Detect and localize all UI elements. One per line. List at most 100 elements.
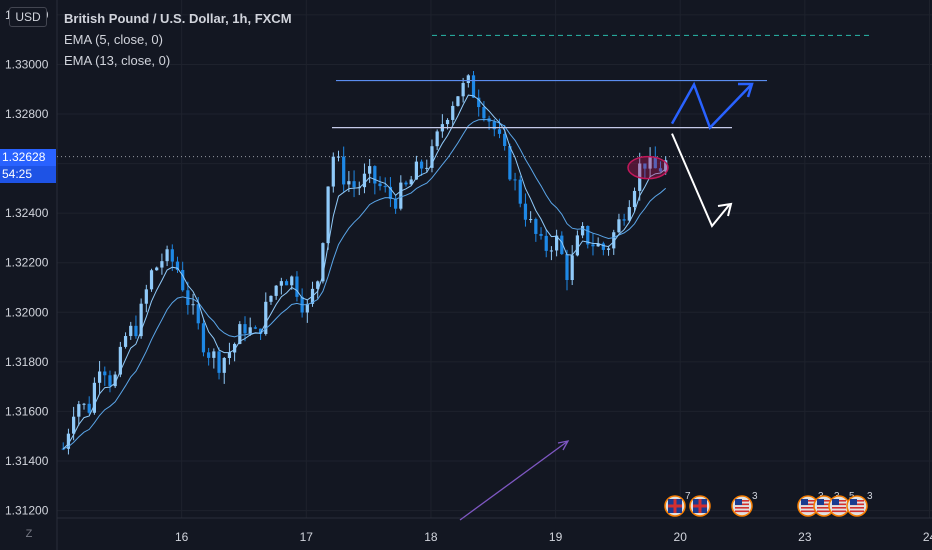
candle-body <box>549 250 554 252</box>
candle-body <box>477 97 481 108</box>
economic-events[interactable]: 733353 <box>664 491 873 517</box>
ema-5-line <box>62 94 667 450</box>
candle-body <box>555 235 559 251</box>
candle-body <box>61 448 65 450</box>
candle-body <box>170 249 174 262</box>
candle-body <box>414 161 418 180</box>
candle-body <box>258 328 263 335</box>
candle-body <box>461 83 465 97</box>
candle-body <box>508 145 512 180</box>
candle-body <box>617 219 621 233</box>
candle-body <box>233 343 237 353</box>
candle-body <box>648 156 652 169</box>
x-tick-label: 18 <box>424 530 438 544</box>
event-count: 7 <box>685 491 691 502</box>
indicator-ema-13[interactable]: EMA (13, close, 0) <box>64 53 171 68</box>
candle-body <box>279 281 283 286</box>
candle-body <box>295 276 299 297</box>
candle-body <box>368 166 372 174</box>
bar-countdown: 54:25 <box>0 165 56 183</box>
candle-body <box>92 382 97 413</box>
candle-body <box>227 352 232 359</box>
event-count: 3 <box>752 491 758 502</box>
candle-body <box>664 160 668 172</box>
candle-body <box>284 281 289 286</box>
flag-stripe <box>801 510 815 513</box>
candle-body <box>596 243 600 247</box>
candle-body <box>66 433 71 449</box>
candle-body <box>144 289 148 304</box>
candle-body <box>160 261 164 268</box>
candle-body <box>305 303 309 313</box>
candle-body <box>378 183 382 187</box>
chart-grid <box>56 0 932 550</box>
candle-body <box>518 179 522 204</box>
candle-body <box>445 119 450 125</box>
candle-body <box>425 167 429 169</box>
candle-body <box>269 295 273 302</box>
candle-body <box>482 107 486 119</box>
bearish-path-arrow <box>671 133 731 228</box>
y-tick-label: 1.32000 <box>5 305 49 319</box>
x-tick-label: 23 <box>798 530 812 544</box>
flag-canton <box>832 499 839 505</box>
candle-body <box>201 323 206 353</box>
candle-body <box>373 166 377 184</box>
last-price-label: 1.32628 54:25 <box>0 148 56 183</box>
candle-body <box>165 249 169 262</box>
candle-body <box>394 198 398 209</box>
trend-arrowhead <box>557 440 570 451</box>
candle-body <box>212 351 216 358</box>
flag-stripe <box>817 507 831 509</box>
candle-body <box>570 255 574 281</box>
candle-body <box>108 375 112 387</box>
bearish-arrowhead <box>717 202 733 217</box>
candle-body <box>419 161 424 169</box>
candle-body <box>503 133 507 146</box>
candle-body <box>331 156 335 187</box>
flag-stripe <box>832 507 846 509</box>
candle-body <box>404 182 408 185</box>
candle-body <box>612 232 616 249</box>
candle-body <box>82 403 86 405</box>
price-axis[interactable]: 1.332001.330001.328001.326001.324001.322… <box>5 8 49 518</box>
candle-body <box>316 281 320 289</box>
flag-stripe <box>850 510 864 513</box>
candle-body <box>123 336 128 347</box>
candle-body <box>632 190 637 208</box>
candle-body <box>264 301 268 335</box>
zoom-reset-button[interactable]: Z <box>25 528 33 540</box>
x-tick-label: 17 <box>300 530 314 544</box>
y-tick-label: 1.31600 <box>5 404 49 418</box>
candle-body <box>653 156 657 169</box>
candle-body <box>129 325 133 337</box>
uk-flag-event-icon <box>689 495 711 517</box>
indicator-ema-5[interactable]: EMA (5, close, 0) <box>64 32 163 47</box>
candle-body <box>513 179 517 181</box>
us-flag-event-icon: 3 <box>846 491 873 517</box>
candle-body <box>658 168 663 172</box>
candle-body <box>539 233 543 236</box>
candle-body <box>243 324 247 334</box>
y-tick-label: 1.31200 <box>5 504 49 518</box>
event-count: 3 <box>867 491 873 502</box>
candle-body <box>175 261 180 271</box>
flag-canton <box>850 499 857 505</box>
currency-button[interactable]: USD <box>9 7 47 27</box>
y-tick-label: 1.31800 <box>5 355 49 369</box>
candle-body <box>601 243 605 250</box>
flag-canton <box>801 499 808 505</box>
candle-body <box>217 351 221 373</box>
candle-body <box>155 267 159 271</box>
candle-body <box>451 105 455 120</box>
symbol-title[interactable]: British Pound / U.S. Dollar, 1h, FXCM <box>64 11 292 26</box>
time-axis[interactable]: 16 17 18 19 20 23 24 <box>175 530 932 544</box>
flag-stripe <box>735 507 749 509</box>
y-tick-label: 1.32200 <box>5 256 49 270</box>
candle-body <box>591 244 595 247</box>
drawings-layer[interactable] <box>332 34 872 521</box>
candle-body <box>560 235 564 255</box>
candle-body <box>87 403 91 413</box>
candle-body <box>352 181 356 188</box>
